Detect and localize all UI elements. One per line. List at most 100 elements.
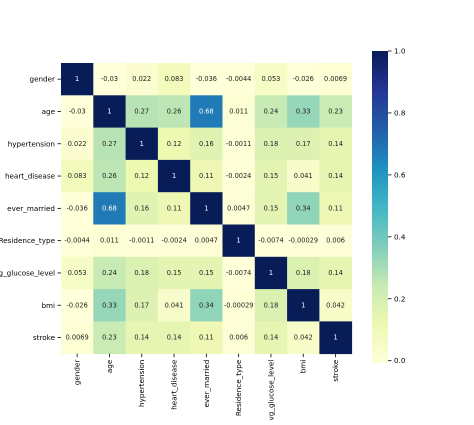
heatmap-cell-age-gender [61, 95, 94, 128]
cell-value-label: -0.0074 [258, 237, 283, 245]
cell-value-label: 0.24 [264, 107, 279, 115]
heatmap-cell-heart_disease-age [93, 159, 126, 193]
x-tick-label-hypertension: hypertension [137, 360, 146, 407]
cell-value-label: 0.022 [68, 140, 87, 148]
y-tick-label-ever_married: ever_married [7, 204, 55, 213]
cell-value-label: 0.14 [264, 334, 279, 342]
heatmap-cell-gender-ever_married [190, 63, 223, 96]
cell-value-label: 0.11 [199, 334, 214, 342]
cell-value-label: 0.34 [199, 301, 214, 309]
heatmap-cell-Residence_type-avg_glucose_level [254, 224, 288, 258]
y-tick-label-Residence_type: Residence_type [0, 236, 56, 245]
heatmap-cell-gender-hypertension [125, 63, 159, 96]
heatmap-cell-Residence_type-hypertension [125, 224, 159, 258]
cell-value-label: 0.15 [167, 269, 182, 277]
cell-value-label: 0.17 [296, 140, 311, 148]
heatmap-cell-heart_disease-gender [61, 159, 94, 193]
cell-value-label: -0.0024 [226, 172, 251, 180]
y-axis: gender age hypertension heart_disease ever_m… [0, 75, 61, 342]
heatmap-cell-Residence_type-ever_married [190, 224, 223, 258]
cell-value-label: 0.68 [102, 204, 117, 212]
heatmap-cell-hypertension-gender [61, 127, 94, 161]
cell-value-label: 0.27 [134, 107, 149, 115]
heatmap-cell-Residence_type-heart_disease [157, 224, 191, 258]
cell-value-label: 0.15 [264, 172, 279, 180]
y-tick-label-age: age [42, 107, 56, 116]
cell-value-label: 0.18 [264, 140, 279, 148]
heatmap-cell-heart_disease-Residence_type [222, 159, 256, 193]
heatmap-cell-gender-gender [61, 63, 94, 96]
heatmap-cell-bmi-stroke [319, 289, 353, 322]
heatmap-cell-bmi-Residence_type [222, 289, 256, 322]
x-tick-label-bmi: bmi [299, 360, 308, 374]
heatmap-cell-ever_married-hypertension [125, 192, 159, 225]
heatmap-cell-ever_married-avg_glucose_level [254, 192, 288, 225]
cell-value-label: 0.022 [132, 75, 151, 83]
cell-value-label: 0.33 [102, 301, 117, 309]
heatmap-cell-gender-age [93, 63, 126, 96]
cell-value-label: -0.00029 [224, 301, 254, 309]
cell-value-label: 0.14 [134, 334, 149, 342]
cell-value-label: 0.16 [199, 140, 214, 148]
cell-value-label: 0.083 [165, 75, 184, 83]
cell-value-label: -0.036 [196, 75, 217, 83]
cell-value-label: 1 [269, 269, 273, 277]
heatmap-cell-heart_disease-ever_married [190, 159, 223, 193]
cell-value-label: 1 [172, 172, 176, 180]
heatmap-cell-age-bmi [287, 95, 320, 128]
colorbar-tick-label: 0.4 [394, 232, 406, 241]
heatmap-cell-gender-stroke [319, 63, 353, 96]
heatmap-cell-hypertension-Residence_type [222, 127, 256, 161]
heatmap-cell-Residence_type-bmi [287, 224, 320, 258]
cell-value-label: 1 [333, 334, 337, 342]
heatmap-cell-bmi-avg_glucose_level [254, 289, 288, 322]
heatmap-cell-avg_glucose_level-bmi [287, 256, 320, 290]
cell-value-label: 0.053 [262, 75, 281, 83]
heatmap-cell-avg_glucose_level-avg_glucose_level [254, 256, 288, 290]
cell-value-label: 0.0069 [324, 75, 347, 83]
cell-value-label: 0.17 [134, 301, 149, 309]
cell-value-label: 0.14 [328, 269, 343, 277]
cell-value-label: 0.26 [102, 172, 117, 180]
x-tick-label-gender: gender [73, 360, 82, 386]
cell-value-label: 0.0047 [227, 204, 250, 212]
cell-value-label: -0.0011 [226, 140, 251, 148]
cell-value-label: 1 [107, 107, 111, 115]
heatmap-cell-bmi-heart_disease [157, 289, 191, 322]
y-tick-label-gender: gender [30, 75, 56, 84]
cell-value-label: 0.011 [100, 237, 119, 245]
cell-value-label: 1 [301, 301, 305, 309]
heatmap-cell-bmi-age [93, 289, 126, 322]
heatmap-cell-ever_married-stroke [319, 192, 353, 225]
x-tick-label-ever_married: ever_married [202, 360, 211, 408]
cell-value-label: 0.011 [229, 107, 248, 115]
cell-value-label: 1 [75, 75, 79, 83]
colorbar-tick-label: 1.0 [394, 47, 406, 56]
heatmap-cell-avg_glucose_level-gender [61, 256, 94, 290]
cell-value-label: 0.0069 [66, 334, 89, 342]
cell-value-label: 0.33 [296, 107, 311, 115]
cell-value-label: 0.14 [167, 334, 182, 342]
heatmap-cell-age-Residence_type [222, 95, 256, 128]
heatmap-cell-hypertension-avg_glucose_level [254, 127, 288, 161]
cell-value-label: 0.041 [165, 301, 184, 309]
heatmap-cell-hypertension-ever_married [190, 127, 223, 161]
heatmap-cell-ever_married-bmi [287, 192, 320, 225]
cell-value-label: 1 [204, 204, 208, 212]
heatmap-cell-bmi-hypertension [125, 289, 159, 322]
cell-value-label: 0.34 [296, 204, 311, 212]
cell-value-label: 0.12 [134, 172, 149, 180]
heatmap-cell-heart_disease-bmi [287, 159, 320, 193]
cell-value-label: 0.27 [102, 140, 117, 148]
heatmap-cell-bmi-ever_married [190, 289, 223, 322]
heatmap-cell-age-heart_disease [157, 95, 191, 128]
heatmap-cell-ever_married-heart_disease [157, 192, 191, 225]
heatmap-cell-gender-heart_disease [157, 63, 191, 96]
cell-value-label: -0.026 [67, 301, 88, 309]
cell-value-label: 0.15 [199, 269, 214, 277]
cell-value-label: 0.042 [326, 301, 345, 309]
heatmap-cell-stroke-ever_married [190, 321, 223, 355]
cell-value-label: -0.0044 [64, 237, 89, 245]
colorbar-tick-label: 0.0 [394, 356, 406, 365]
